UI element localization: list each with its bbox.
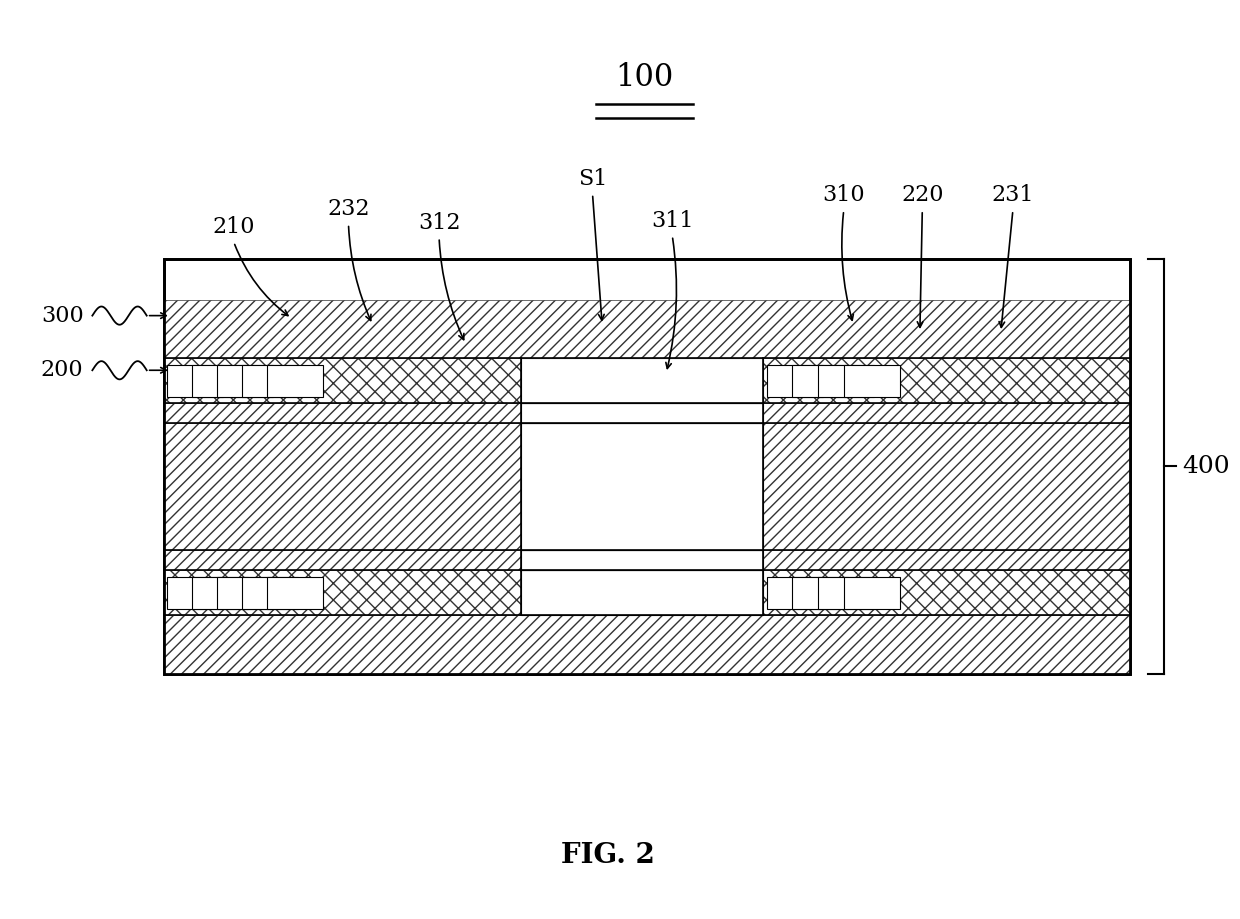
Bar bbox=[766, 577, 822, 608]
Bar bbox=[763, 570, 1130, 616]
Bar bbox=[164, 570, 521, 616]
Bar bbox=[242, 365, 299, 396]
Bar bbox=[217, 577, 273, 608]
Bar bbox=[242, 577, 299, 608]
Bar bbox=[843, 577, 900, 608]
Bar bbox=[167, 577, 223, 608]
Text: 311: 311 bbox=[651, 210, 693, 232]
Bar bbox=[521, 424, 763, 550]
Text: 232: 232 bbox=[327, 199, 370, 220]
Text: 300: 300 bbox=[41, 304, 83, 326]
Bar bbox=[521, 570, 763, 616]
Text: 100: 100 bbox=[615, 62, 673, 93]
Bar bbox=[164, 259, 1130, 674]
Bar bbox=[766, 365, 822, 396]
Bar bbox=[192, 365, 248, 396]
Bar bbox=[164, 259, 1130, 674]
Text: 220: 220 bbox=[901, 185, 944, 207]
Bar bbox=[792, 365, 848, 396]
Text: 312: 312 bbox=[418, 211, 460, 233]
Bar bbox=[192, 577, 248, 608]
Bar bbox=[843, 365, 900, 396]
Bar bbox=[217, 365, 273, 396]
Bar bbox=[763, 550, 1130, 570]
Text: 231: 231 bbox=[992, 185, 1034, 207]
Bar bbox=[268, 577, 324, 608]
Text: 210: 210 bbox=[212, 216, 255, 238]
Bar bbox=[164, 357, 521, 403]
Text: FIG. 2: FIG. 2 bbox=[562, 842, 655, 869]
Bar bbox=[521, 357, 763, 403]
Bar bbox=[521, 403, 763, 424]
Bar bbox=[164, 616, 1130, 674]
Bar bbox=[268, 365, 324, 396]
Bar bbox=[792, 577, 848, 608]
Bar bbox=[164, 550, 521, 570]
Bar bbox=[164, 424, 521, 550]
Text: 310: 310 bbox=[822, 185, 866, 207]
Bar bbox=[167, 365, 223, 396]
Bar bbox=[818, 577, 874, 608]
Bar bbox=[818, 365, 874, 396]
Text: 200: 200 bbox=[41, 359, 83, 381]
Bar bbox=[763, 357, 1130, 403]
Bar bbox=[763, 403, 1130, 424]
Text: S1: S1 bbox=[578, 168, 608, 190]
Bar bbox=[164, 300, 1130, 357]
Text: 400: 400 bbox=[1182, 455, 1230, 478]
Bar bbox=[763, 424, 1130, 550]
Bar bbox=[521, 550, 763, 570]
Bar bbox=[164, 403, 521, 424]
